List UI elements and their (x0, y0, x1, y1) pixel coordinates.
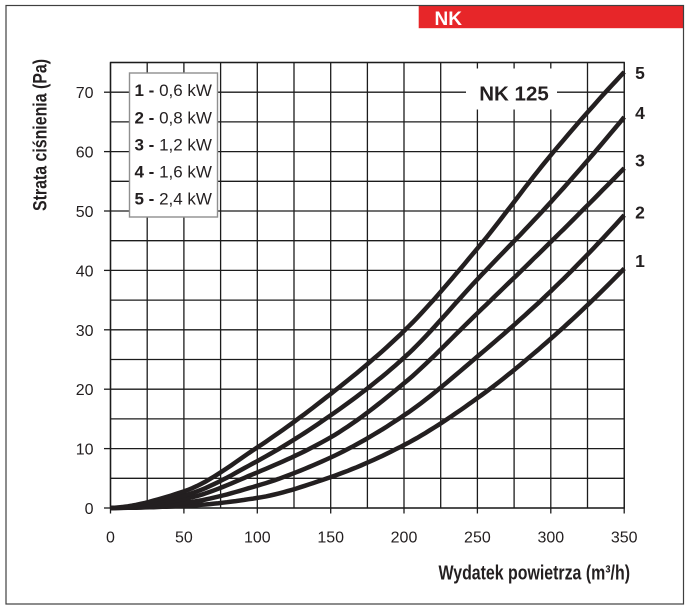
svg-text:4 - 1,6 kW: 4 - 1,6 kW (135, 163, 212, 182)
svg-text:3 - 1,2 kW: 3 - 1,2 kW (135, 135, 212, 154)
svg-text:20: 20 (76, 382, 94, 399)
svg-text:250: 250 (464, 530, 491, 547)
svg-text:40: 40 (76, 263, 94, 280)
svg-text:150: 150 (317, 530, 344, 547)
svg-text:50: 50 (175, 530, 193, 547)
svg-text:3: 3 (635, 150, 645, 170)
svg-text:NK: NK (435, 9, 463, 30)
svg-text:4: 4 (635, 103, 645, 123)
svg-text:100: 100 (244, 530, 271, 547)
svg-text:2: 2 (635, 202, 645, 222)
svg-text:300: 300 (537, 530, 564, 547)
svg-text:200: 200 (391, 530, 418, 547)
svg-text:1 - 0,6 kW: 1 - 0,6 kW (135, 81, 212, 100)
svg-text:350: 350 (611, 530, 638, 547)
svg-text:5 - 2,4 kW: 5 - 2,4 kW (135, 190, 212, 209)
svg-text:2 - 0,8 kW: 2 - 0,8 kW (135, 108, 212, 127)
svg-text:60: 60 (76, 145, 94, 162)
svg-text:30: 30 (76, 323, 94, 340)
svg-text:10: 10 (76, 442, 94, 459)
svg-text:Wydatek powietrza (m³/h): Wydatek powietrza (m³/h) (439, 562, 631, 584)
svg-text:Strata ciśnienia (Pa): Strata ciśnienia (Pa) (30, 59, 52, 211)
svg-text:70: 70 (76, 85, 94, 102)
svg-text:0: 0 (106, 530, 115, 547)
svg-text:50: 50 (76, 204, 94, 221)
svg-text:NK 125: NK 125 (479, 83, 549, 106)
svg-text:0: 0 (85, 501, 94, 518)
svg-text:5: 5 (635, 63, 645, 83)
svg-text:1: 1 (635, 251, 645, 271)
